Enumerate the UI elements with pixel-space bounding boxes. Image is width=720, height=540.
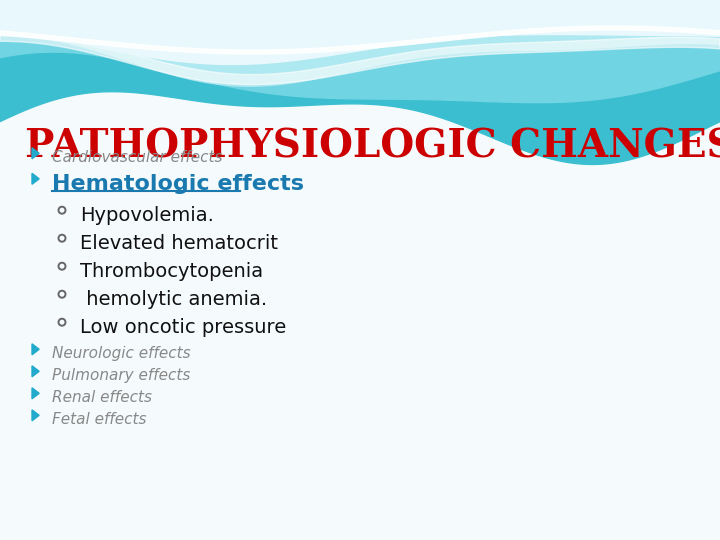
Polygon shape	[32, 366, 39, 377]
Polygon shape	[32, 410, 39, 421]
Polygon shape	[32, 344, 39, 355]
Polygon shape	[0, 0, 720, 165]
Text: Neurologic effects: Neurologic effects	[52, 346, 191, 361]
Text: Hematologic effects: Hematologic effects	[52, 174, 304, 194]
Polygon shape	[32, 148, 39, 159]
Text: Hypovolemia.: Hypovolemia.	[80, 206, 214, 225]
Polygon shape	[32, 173, 39, 184]
Text: Thrombocytopenia: Thrombocytopenia	[80, 262, 263, 281]
Text: Renal effects: Renal effects	[52, 390, 152, 405]
Text: PATHOPHYSIOLOGIC CHANGES: PATHOPHYSIOLOGIC CHANGES	[25, 127, 720, 165]
Text: Elevated hematocrit: Elevated hematocrit	[80, 234, 278, 253]
Text: Cardiovascular effects: Cardiovascular effects	[52, 150, 222, 165]
Text: Fetal effects: Fetal effects	[52, 412, 146, 427]
Text: Low oncotic pressure: Low oncotic pressure	[80, 318, 287, 337]
Text: Pulmonary effects: Pulmonary effects	[52, 368, 190, 383]
Polygon shape	[0, 0, 720, 64]
Polygon shape	[0, 0, 720, 103]
Text: hemolytic anemia.: hemolytic anemia.	[80, 290, 267, 309]
Polygon shape	[32, 388, 39, 399]
Polygon shape	[0, 0, 720, 86]
